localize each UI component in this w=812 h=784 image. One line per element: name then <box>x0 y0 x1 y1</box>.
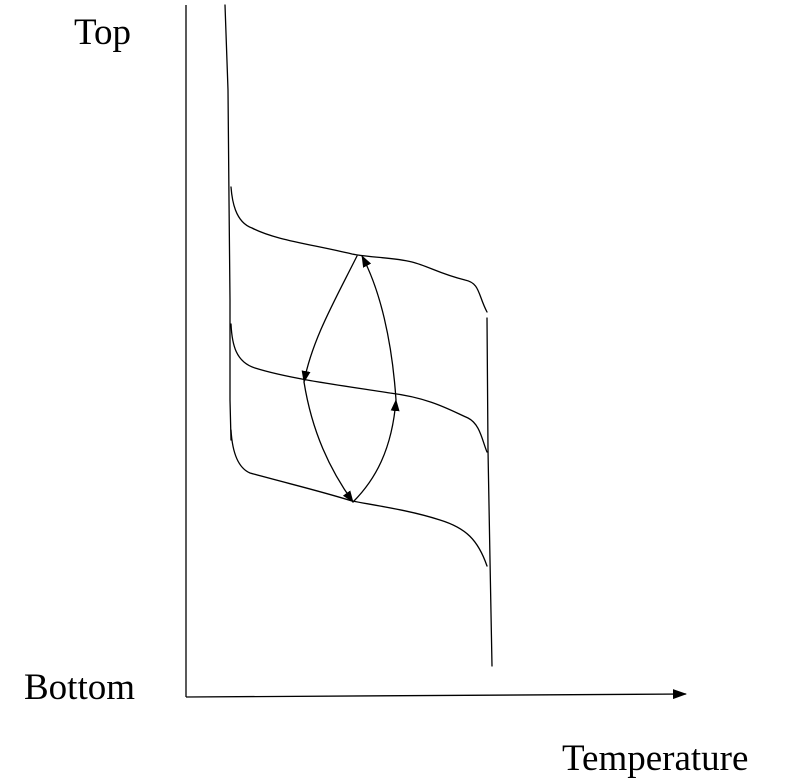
left-vertical-line <box>224 4 232 441</box>
y-axis-top-label: Top <box>74 12 132 53</box>
right-vertical-line <box>486 317 493 667</box>
x-axis-label: Temperature <box>562 738 749 779</box>
x-axis-arrow <box>185 689 687 700</box>
y-axis-bottom-label: Bottom <box>24 667 136 708</box>
lower-profile-curve <box>230 429 488 567</box>
upper-profile-curve <box>230 186 488 313</box>
loop-arrow-upper-left <box>301 255 358 383</box>
loop-arrow-lower-left <box>303 381 354 503</box>
loop-arrow-upper-right <box>361 255 397 401</box>
loop-arrow-lower-right <box>352 399 400 503</box>
middle-profile-curve <box>230 323 488 453</box>
